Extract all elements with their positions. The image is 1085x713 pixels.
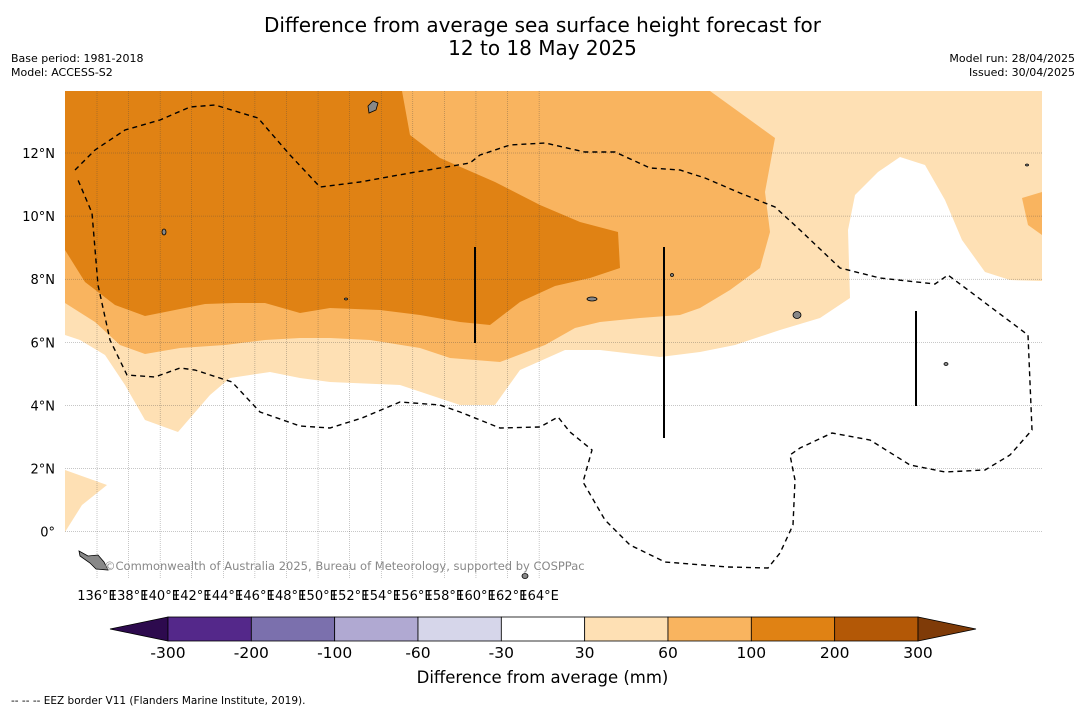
longitude-label: 140°E [140, 589, 180, 604]
title-line-1: Difference from average sea surface heig… [263, 13, 822, 37]
colorbar-swatch [667, 616, 752, 642]
longitude-label: 150°E [298, 589, 338, 604]
footnote: -- -- -- EEZ border V11 (Flanders Marine… [11, 695, 306, 707]
colorbar [109, 616, 977, 642]
latitude-label: 4°N [31, 399, 56, 414]
latitude-label: 0° [40, 526, 55, 541]
colorbar-swatch [834, 616, 919, 642]
longitude-label: 148°E [267, 589, 307, 604]
latitude-label: 10°N [22, 210, 55, 225]
colorbar-swatch [584, 616, 669, 642]
latitude-labels: 12°N 10°N 8°N 6°N 4°N 2°N 0° [22, 147, 55, 541]
colorbar-tick-label: -300 [150, 644, 186, 662]
meta-left: Base period: 1981-2018 Model: ACCESS-S2 [11, 52, 143, 79]
model-name: Model: ACCESS-S2 [11, 65, 113, 79]
colorbar-tick-label: -100 [317, 644, 353, 662]
colorbar-swatch [334, 616, 419, 642]
colorbar-tick-label: 200 [819, 644, 850, 662]
colorbar-swatch [250, 616, 336, 642]
longitude-label: 136°E [77, 589, 117, 604]
colorbar-tick-label: 100 [736, 644, 767, 662]
model-run: Model run: 28/04/2025 [949, 52, 1075, 65]
gridlines [65, 91, 1042, 579]
latitude-label: 6°N [31, 336, 56, 351]
latitude-label: 12°N [22, 147, 55, 162]
longitude-label: 160°E [456, 589, 496, 604]
latitude-label: 2°N [31, 463, 56, 478]
contour-100-200 [65, 91, 620, 325]
longitude-label: 142°E [172, 589, 212, 604]
title-line-2: 12 to 18 May 2025 [448, 36, 637, 60]
colorbar-swatch [500, 616, 586, 642]
base-period: Base period: 1981-2018 [11, 52, 144, 65]
longitude-label: 164°E [519, 589, 559, 604]
longitude-label: 152°E [330, 589, 370, 604]
issued-date: Issued: 30/04/2025 [968, 65, 1075, 79]
credit-text: ©Commonwealth of Australia 2025, Bureau … [104, 559, 585, 573]
colorbar-extend-low [109, 616, 169, 642]
longitude-label: 144°E [204, 589, 244, 604]
longitude-label: 158°E [425, 589, 465, 604]
longitude-label: 156°E [393, 589, 433, 604]
meta-right: Model run: 28/04/2025 Issued: 30/04/2025 [949, 52, 1075, 79]
colorbar-extend-high [917, 616, 977, 642]
colorbar-tick-label: 300 [903, 644, 933, 662]
longitude-label: 154°E [361, 589, 401, 604]
longitude-label: 138°E [109, 589, 149, 604]
latitude-label: 8°N [31, 273, 56, 288]
longitude-labels: 136°E138°E140°E142°E144°E146°E148°E150°E… [77, 589, 559, 604]
colorbar-swatch [417, 616, 502, 642]
eez-border [74, 104, 1033, 569]
colorbar-swatch [750, 616, 836, 642]
longitude-label: 162°E [488, 589, 528, 604]
chart-title: Difference from average sea surface heig… [0, 14, 1085, 60]
colorbar-tick-label: 60 [658, 644, 678, 662]
colorbar-title: Difference from average (mm) [416, 668, 669, 687]
colorbar-swatch [167, 616, 252, 642]
colorbar-tick-label: 30 [574, 644, 595, 662]
colorbar-tick-label: -60 [405, 644, 431, 662]
colorbar-tick-label: -30 [488, 644, 514, 662]
contour-60-100-east [1022, 192, 1042, 235]
colorbar-tick-label: -200 [233, 644, 269, 662]
longitude-label: 146°E [235, 589, 275, 604]
islands [78, 100, 1029, 579]
contour-30-60-east [65, 470, 107, 532]
map-area: ©Commonwealth of Australia 2025, Bureau … [65, 91, 1042, 579]
